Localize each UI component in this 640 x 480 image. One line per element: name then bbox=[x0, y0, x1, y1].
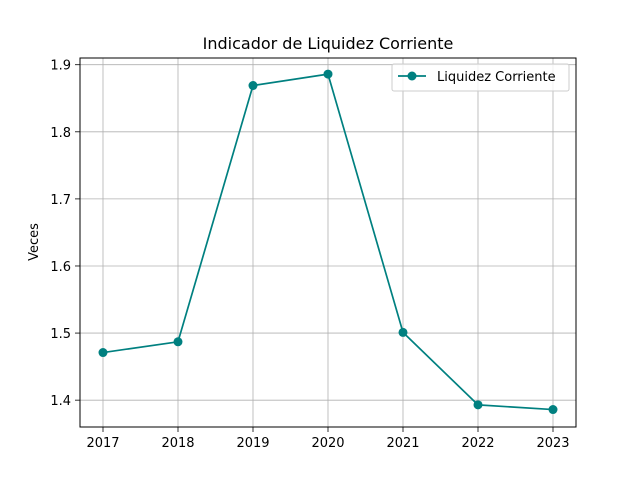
data-point bbox=[473, 400, 483, 410]
x-tick-label: 2019 bbox=[236, 436, 269, 451]
y-tick-label: 1.6 bbox=[50, 260, 71, 275]
data-point bbox=[398, 327, 408, 337]
x-tick-label: 2020 bbox=[311, 436, 344, 451]
x-tick-label: 2017 bbox=[86, 436, 119, 451]
y-tick-label: 1.7 bbox=[50, 193, 71, 208]
x-tick-label: 2023 bbox=[536, 436, 569, 451]
grid-lines bbox=[80, 58, 576, 427]
data-point bbox=[98, 348, 108, 358]
y-tick-label: 1.4 bbox=[50, 394, 71, 409]
data-point bbox=[248, 81, 258, 91]
plot-frame bbox=[79, 57, 577, 428]
data-point bbox=[173, 337, 183, 347]
data-point bbox=[548, 405, 558, 415]
y-tick-label: 1.5 bbox=[50, 327, 71, 342]
legend-marker-sample bbox=[407, 71, 417, 81]
legend-box bbox=[391, 63, 570, 92]
legend-label: Liquidez Corriente bbox=[437, 70, 556, 85]
x-tick-label: 2021 bbox=[386, 436, 419, 451]
series-layer bbox=[98, 69, 558, 415]
data-point bbox=[323, 69, 333, 79]
x-tick-label: 2018 bbox=[161, 436, 194, 451]
chart-title: Indicador de Liquidez Corriente bbox=[203, 34, 454, 53]
y-axis-label: Veces bbox=[27, 223, 42, 261]
x-tick-label: 2022 bbox=[461, 436, 494, 451]
y-tick-label: 1.9 bbox=[50, 59, 71, 74]
y-tick-label: 1.8 bbox=[50, 126, 71, 141]
legend: Liquidez Corriente bbox=[391, 63, 570, 92]
axis-ticks: 2017 2018 2019 2020 2021 2022 2023 1.4 1.5 1.6 1.7… bbox=[50, 59, 569, 451]
